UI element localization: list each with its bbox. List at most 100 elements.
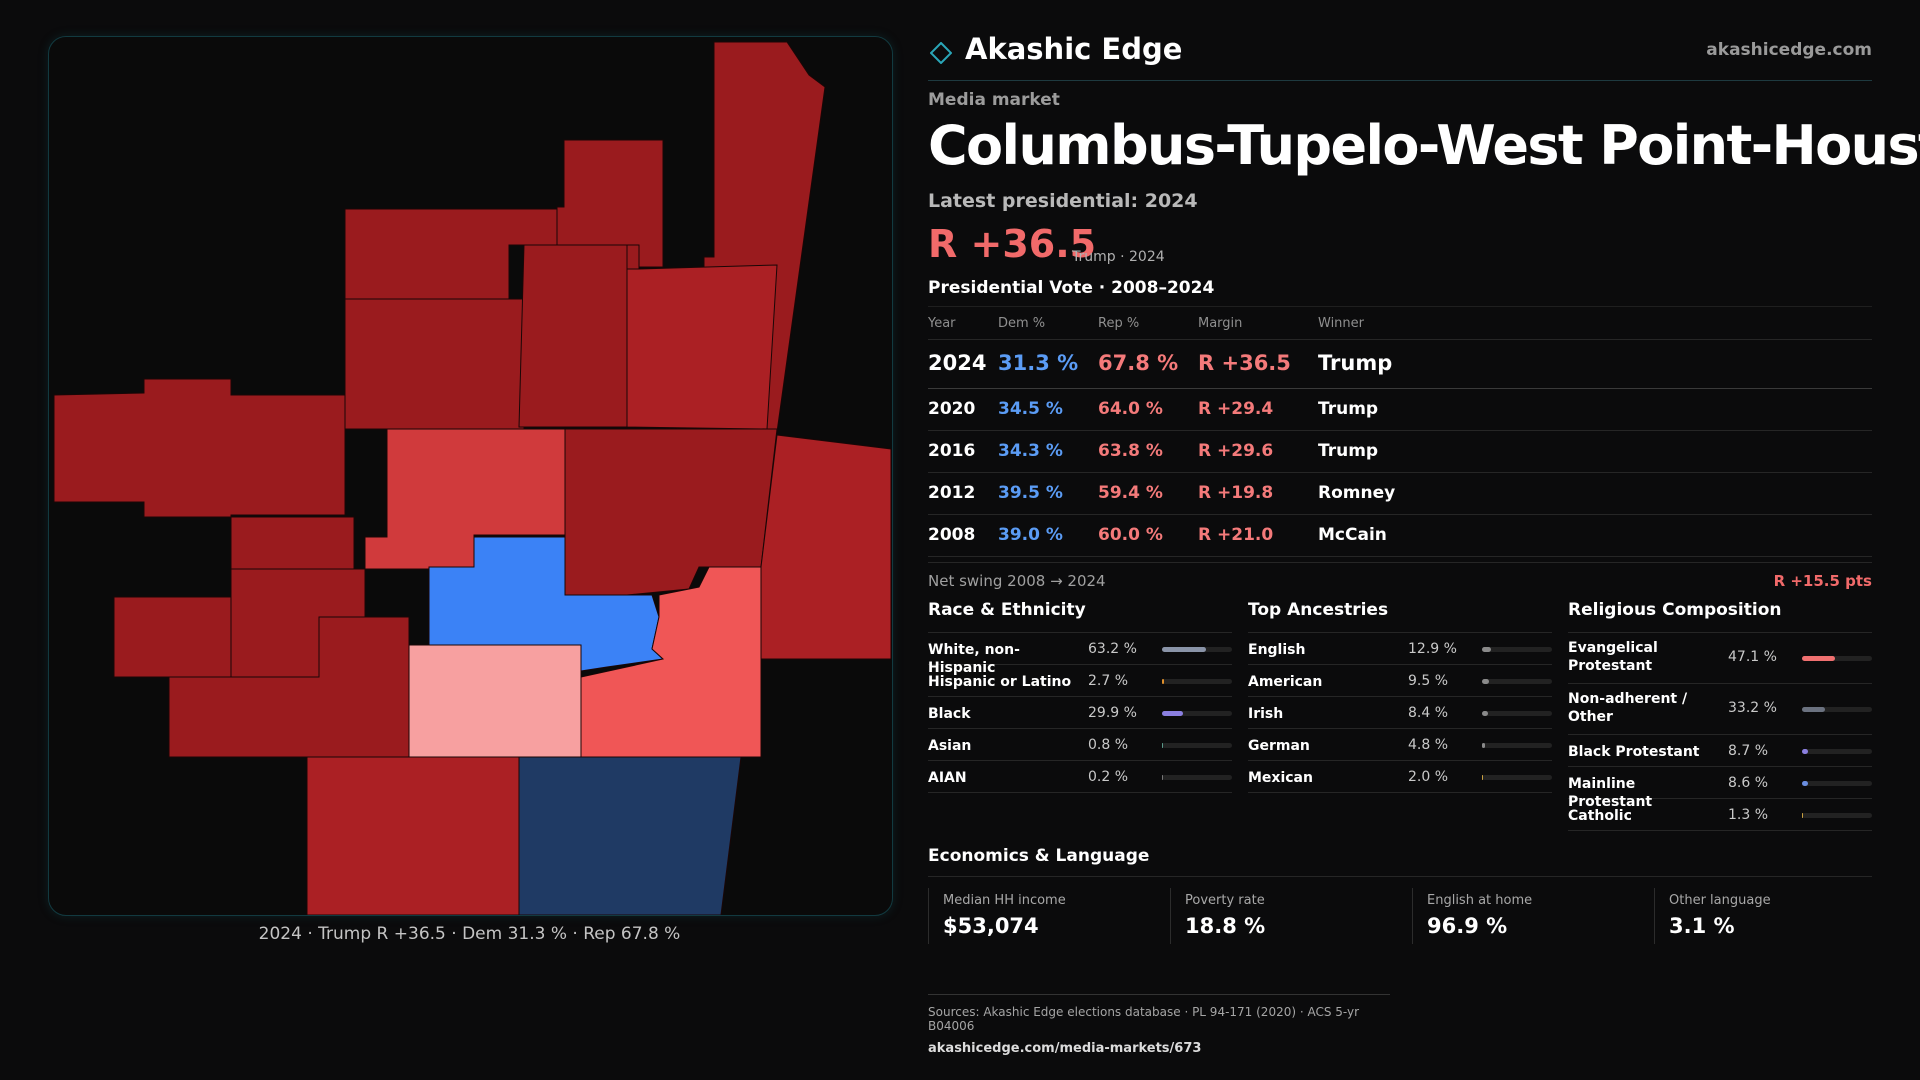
diamond-logo-icon — [930, 42, 952, 64]
county-shape[interactable] — [408, 644, 582, 758]
brand-url-link[interactable]: akashicedge.com — [1706, 40, 1872, 60]
county-map[interactable] — [48, 36, 893, 916]
county-map-svg[interactable] — [49, 37, 892, 915]
list-item: AIAN 0.2 % — [928, 761, 1232, 793]
stat-bar — [1802, 813, 1872, 818]
stat-bar — [1802, 781, 1872, 786]
list-item: Black Protestant 8.7 % — [1568, 735, 1872, 767]
list-item: Evangelical Protestant 47.1 % — [1568, 633, 1872, 684]
list-item: German 4.8 % — [1248, 729, 1552, 761]
stat-bar-fill — [1162, 743, 1164, 748]
stat-bar-fill — [1802, 813, 1804, 818]
list-item: Hispanic or Latino 2.7 % — [928, 665, 1232, 697]
stat-label: Asian — [928, 738, 972, 754]
stat-bar-fill — [1162, 775, 1164, 780]
row-margin: R +21.0 — [1198, 525, 1274, 545]
stat-bar — [1482, 775, 1552, 780]
page-title: Columbus-Tupelo-West Point-Houston — [928, 114, 1920, 177]
stat-value: 1.3 % — [1728, 807, 1769, 823]
row-margin: R +19.8 — [1198, 483, 1274, 503]
row-rep: 64.0 % — [1098, 399, 1163, 419]
vote-table-title: Presidential Vote · 2008–2024 — [928, 278, 1215, 298]
stat-bar-fill — [1162, 679, 1164, 684]
stat-value: 33.2 % — [1728, 700, 1777, 716]
list-item: White, non-Hispanic 63.2 % — [928, 633, 1232, 676]
row-dem: 39.5 % — [998, 483, 1063, 503]
county-shape[interactable] — [626, 264, 778, 430]
source-page-link[interactable]: akashicedge.com/media-markets/673 — [928, 1041, 1202, 1056]
brand-name[interactable]: Akashic Edge — [965, 32, 1183, 66]
stat-bar-fill — [1482, 711, 1488, 716]
row-winner: Trump — [1318, 399, 1379, 419]
list-item: Non-adherent / Other 33.2 % — [1568, 684, 1872, 735]
county-shape[interactable] — [113, 596, 232, 678]
economics-section-title: Economics & Language — [928, 846, 1872, 877]
stat-label: American — [1248, 674, 1323, 690]
stat-label: Hispanic or Latino — [928, 674, 1072, 690]
header-winner: Winner — [1318, 316, 1365, 331]
stat-label: Mexican — [1248, 770, 1313, 786]
section-kicker: Media market — [928, 90, 1060, 110]
row-margin: R +29.4 — [1198, 399, 1274, 419]
stat-value: 8.4 % — [1408, 705, 1449, 721]
net-swing-label: Net swing 2008 → 2024 — [928, 572, 1106, 590]
row-year: 2020 — [928, 399, 976, 419]
county-shape[interactable] — [230, 516, 355, 571]
divider — [1412, 888, 1413, 944]
stat-label: Mainline Protestant — [1568, 776, 1653, 810]
stat-value: 63.2 % — [1088, 641, 1137, 657]
row-year: 2012 — [928, 483, 976, 503]
header-margin: Margin — [1198, 316, 1243, 331]
net-swing-value: R +15.5 pts — [1773, 572, 1872, 590]
stat-value: 4.8 % — [1408, 737, 1449, 753]
county-shape[interactable] — [53, 378, 346, 518]
econ-stat: Median HH income $53,074 — [928, 888, 1153, 944]
county-shape[interactable] — [168, 616, 410, 758]
stat-bar-fill — [1482, 647, 1492, 652]
row-dem: 31.3 % — [998, 351, 1079, 375]
row-rep: 67.8 % — [1098, 351, 1179, 375]
stat-bar — [1482, 743, 1552, 748]
county-shape[interactable] — [428, 536, 665, 672]
stat-bar-fill — [1802, 781, 1809, 786]
ancestries-section: Top Ancestries English 12.9 % American 9… — [1248, 600, 1552, 793]
county-shape[interactable] — [756, 434, 892, 660]
county-shape[interactable] — [306, 756, 520, 915]
row-dem: 34.5 % — [998, 399, 1063, 419]
list-item: Irish 8.4 % — [1248, 697, 1552, 729]
econ-label: Median HH income — [943, 893, 1066, 908]
stat-bar-fill — [1482, 679, 1489, 684]
stat-bar-fill — [1482, 775, 1484, 780]
stat-label: German — [1248, 738, 1310, 754]
latest-presidential-label: Latest presidential: 2024 — [928, 190, 1198, 212]
row-year: 2016 — [928, 441, 976, 461]
stat-bar — [1482, 711, 1552, 716]
table-row: 2008 39.0 % 60.0 % R +21.0 McCain — [928, 515, 1872, 557]
stat-bar — [1482, 647, 1552, 652]
list-item: American 9.5 % — [1248, 665, 1552, 697]
stat-bar-fill — [1162, 711, 1183, 716]
stat-value: 2.7 % — [1088, 673, 1129, 689]
religion-section: Religious Composition Evangelical Protes… — [1568, 600, 1872, 831]
stat-bar — [1162, 679, 1232, 684]
econ-label: English at home — [1427, 893, 1533, 908]
stat-bar-fill — [1802, 749, 1809, 754]
econ-value: 18.8 % — [1185, 914, 1266, 938]
stat-bar-fill — [1802, 707, 1826, 712]
row-margin: R +36.5 — [1198, 351, 1291, 375]
county-shape[interactable] — [344, 298, 525, 430]
econ-stat: Poverty rate 18.8 % — [1170, 888, 1395, 944]
county-shape[interactable] — [518, 756, 742, 915]
row-winner: Trump — [1318, 441, 1379, 461]
divider — [1654, 888, 1655, 944]
header-rep: Rep % — [1098, 316, 1140, 331]
stat-value: 29.9 % — [1088, 705, 1137, 721]
list-item: Catholic 1.3 % — [1568, 799, 1872, 831]
stat-value: 12.9 % — [1408, 641, 1457, 657]
stat-value: 2.0 % — [1408, 769, 1449, 785]
row-year: 2008 — [928, 525, 976, 545]
row-rep: 60.0 % — [1098, 525, 1163, 545]
county-shape[interactable] — [518, 244, 628, 428]
stat-label: Irish — [1248, 706, 1284, 722]
econ-label: Poverty rate — [1185, 893, 1265, 908]
